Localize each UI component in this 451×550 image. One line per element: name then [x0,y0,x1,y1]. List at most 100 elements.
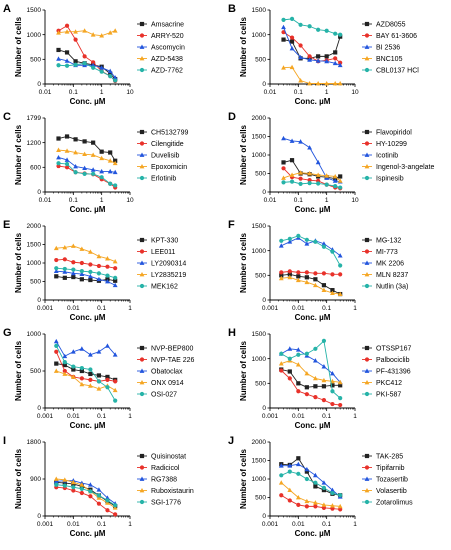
data-point [82,151,88,157]
data-point [88,377,93,382]
data-point [296,233,301,238]
data-point [337,81,343,86]
legend-marker [139,175,145,181]
data-point [296,381,301,386]
data-point [90,32,96,37]
data-point [73,29,78,34]
data-point [53,478,59,484]
data-point [71,485,76,490]
data-point [79,490,84,496]
data-point [338,383,343,388]
data-point [79,376,84,381]
data-point [113,379,118,384]
data-point [54,349,59,354]
data-point [82,61,87,66]
data-point [105,508,110,513]
data-point [321,364,327,369]
y-axis-title: Number of cells [14,232,23,293]
data-point [321,271,327,276]
data-point [70,270,76,276]
data-point [112,160,118,166]
legend-label: Epoxomicin [151,164,187,171]
data-point [313,346,318,351]
data-point [82,139,87,144]
data-point [312,500,318,505]
data-point [54,361,59,366]
y-tick-label: 0 [37,297,41,304]
x-tick-label: 1 [325,197,329,204]
data-point [287,498,292,503]
legend-marker [364,345,370,351]
data-point [279,270,284,275]
legend-marker [139,33,145,38]
legend-label: Ispinesib [376,175,404,182]
y-tick-label: 1000 [252,476,267,483]
y-tick-label: 1000 [252,32,267,39]
data-point [295,495,301,500]
x-tick-label: 0.1 [69,89,78,96]
y-tick-label: 0 [262,405,266,412]
data-point [287,239,293,244]
data-point [315,81,321,86]
data-point [281,37,286,42]
data-point [96,501,102,506]
legend-label: Erlotinib [151,175,176,182]
data-point [333,31,338,36]
data-point [56,47,61,53]
series-ispinesib [281,179,343,190]
data-point [73,59,78,64]
data-point [105,279,110,284]
data-point [64,23,70,28]
data-point [96,263,102,269]
data-point [296,274,301,279]
data-point [64,50,70,55]
data-point [298,139,303,144]
data-point [330,288,335,293]
panel-letter: J [228,435,234,447]
panel-d: D 0 500 1000 1500 2000 0.01 0.1 1 10 Conc. µM Numbe… [228,111,434,214]
data-point [82,171,87,177]
data-point [298,22,303,27]
data-point [105,500,110,505]
legend-label: SGI-1776 [151,499,181,506]
panel-letter: A [3,3,11,15]
series-nutlin-3a [279,233,343,268]
x-tick-label: 0.1 [322,521,331,528]
data-point [79,246,85,251]
data-point [321,244,327,249]
data-point [53,338,59,344]
legend-marker [364,249,370,254]
data-point [279,493,284,498]
legend-marker [139,488,145,493]
y-tick-label: 0 [37,513,41,520]
data-point [330,272,335,277]
legend-marker [364,129,370,135]
data-point [96,349,102,354]
panel-letter: H [228,327,236,339]
data-point [281,17,286,22]
y-axis-title: Number of cells [239,448,248,509]
x-tick-label: 10 [126,89,134,96]
data-point [304,275,309,280]
legend-marker [364,175,370,181]
y-tick-label: 500 [255,57,266,64]
data-point [279,473,284,478]
data-point [289,64,295,70]
data-point [88,277,93,283]
data-point [64,63,70,68]
data-point [79,381,85,387]
series-tozasertib [278,461,343,499]
legend-label: Nutlin (3a) [376,283,408,290]
x-tick-label: 1 [353,413,357,420]
legend-label: AZD-5438 [151,56,183,63]
panel-letter: G [3,327,12,339]
y-tick-label: 500 [255,273,266,280]
data-point [88,371,93,377]
legend-label: LEE011 [151,249,175,256]
legend-label: LY2835219 [151,272,186,279]
legend-marker [139,453,145,459]
y-tick-label: 500 [255,495,266,502]
data-point [90,167,96,172]
series-lee011 [54,257,118,271]
legend-label: Ingenol-3-angelate [376,164,434,171]
